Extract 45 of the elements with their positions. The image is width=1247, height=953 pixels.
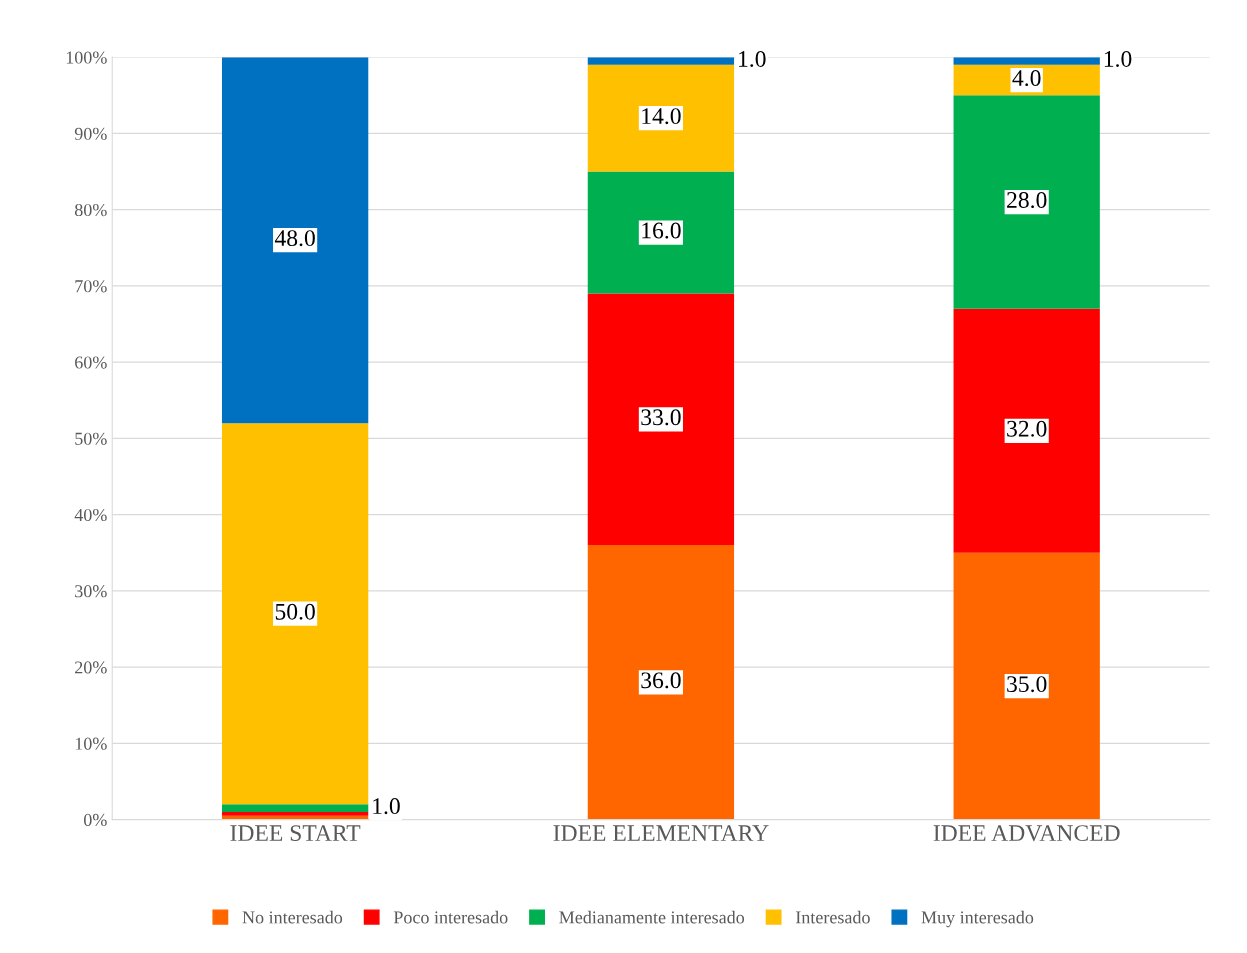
legend-label: Medianamente interesado [559, 910, 745, 924]
bar [953, 95, 1100, 309]
y-tick-label: 20% [75, 661, 107, 674]
y-tick-label: 70% [75, 280, 107, 293]
y-tick-label: 0% [83, 813, 107, 827]
bar [221, 811, 369, 816]
x-tick-label: IDEE START [230, 825, 361, 842]
bar [953, 308, 1100, 553]
legend-label: No interesado [242, 910, 343, 924]
y-tick-label: 60% [75, 356, 107, 369]
bar [587, 293, 735, 546]
legend-label: Muy interesado [921, 910, 1034, 928]
data-label: 14.0 [642, 108, 681, 125]
legend-label: Interesado [795, 910, 870, 924]
data-label: 33.0 [641, 409, 681, 426]
bar [587, 64, 735, 172]
data-label: 50.0 [275, 603, 315, 620]
legend-label: Poco interesado [393, 910, 508, 924]
data-label: 48.0 [274, 230, 315, 247]
bar [587, 57, 735, 65]
data-label: 36.0 [641, 672, 681, 689]
y-tick-label: 100% [66, 51, 107, 64]
x-tick-label: IDEE ADVANCED [933, 825, 1120, 842]
y-tick-label: 90% [74, 127, 107, 140]
bar [221, 804, 369, 812]
data-label: 16.0 [642, 222, 681, 239]
y-tick-label: 30% [75, 585, 107, 598]
data-label: 28.0 [1007, 192, 1047, 209]
bar [953, 57, 1100, 65]
y-tick-label: 50% [75, 432, 107, 445]
data-label: 4.0 [1012, 70, 1041, 87]
bar [587, 545, 735, 820]
data-label: 1.0 [373, 798, 400, 815]
bar [221, 423, 369, 805]
bar [953, 552, 1100, 820]
bar [587, 171, 735, 294]
data-label: 35.0 [1007, 676, 1047, 693]
x-tick-label: IDEE ELEMENTARY [553, 825, 769, 841]
data-label: 32.0 [1007, 420, 1047, 437]
data-label: 1.0 [1104, 50, 1132, 68]
data-label: 1.0 [739, 50, 766, 68]
y-tick-label: 80% [74, 203, 107, 217]
bar [221, 57, 369, 424]
y-tick-label: 10% [75, 737, 107, 750]
y-tick-label: 40% [74, 508, 107, 522]
